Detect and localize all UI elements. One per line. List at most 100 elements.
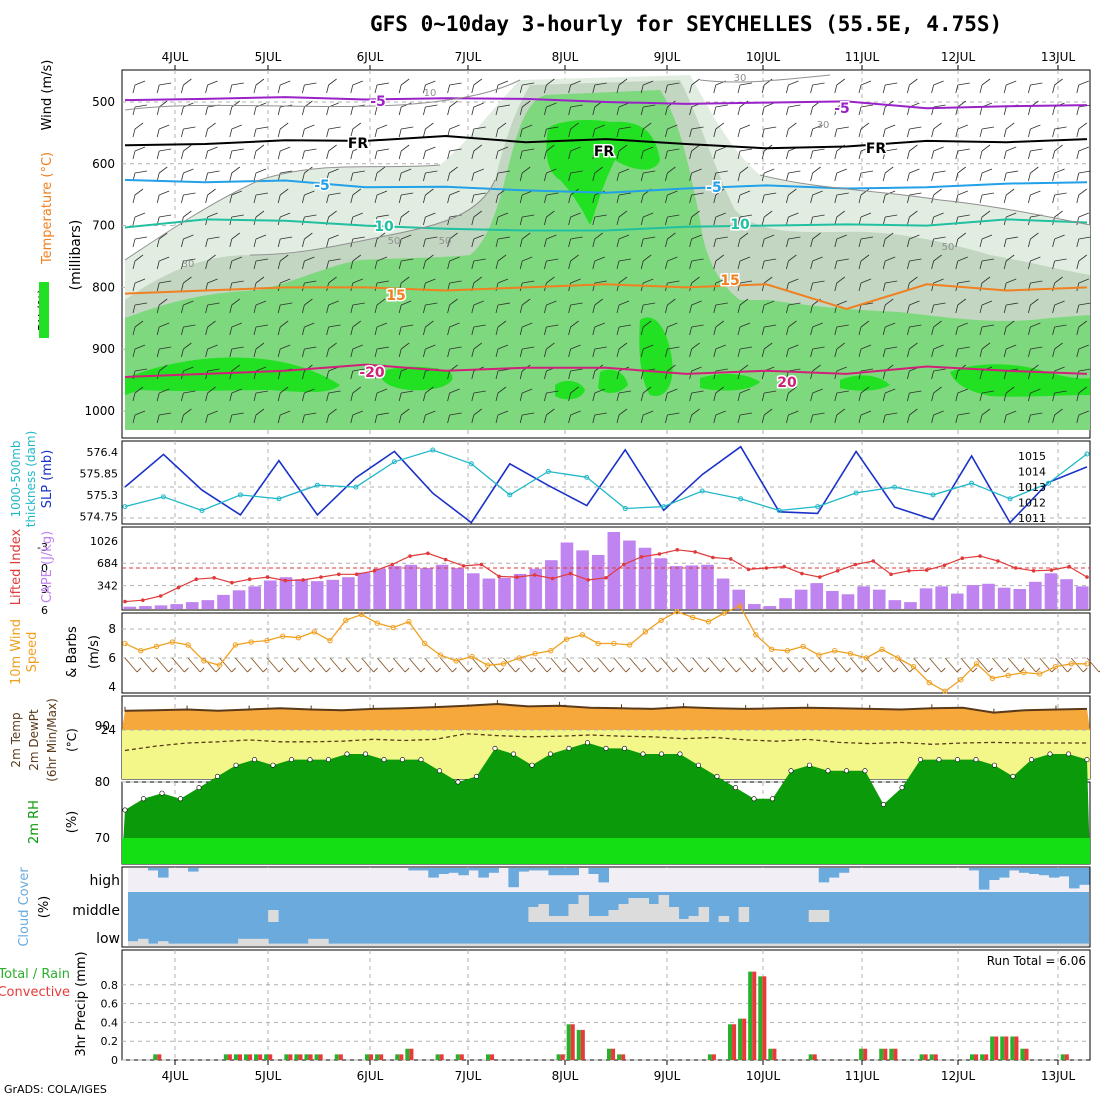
lifted-index-point: [639, 555, 644, 559]
rh2m-point: [806, 762, 812, 768]
wind-barb: [909, 342, 918, 350]
wind-barb: [885, 280, 898, 284]
thickness-point: [969, 480, 975, 486]
cloud-high-bar: [1038, 868, 1050, 876]
panel-label: (%): [37, 896, 52, 919]
wind-barb-flag: [302, 84, 305, 94]
cloud-low-gap: [998, 943, 1010, 946]
precip-total-bar: [254, 1054, 259, 1060]
wind-barb: [255, 210, 265, 218]
wind-barb: [909, 144, 918, 152]
cloud-low-gap: [148, 943, 159, 946]
cloud-low-gap: [568, 943, 579, 946]
wind-barb: [1005, 254, 1015, 262]
wind-barb-flag: [616, 370, 620, 380]
wind-barb-flag: [350, 348, 354, 358]
wind-barb: [304, 82, 317, 86]
wind-barb-flag: [229, 348, 233, 358]
precip-convective-bar: [560, 1054, 565, 1060]
panel-label: 3hr Precip (mm): [74, 951, 89, 1056]
wind10-barb-flag: [1067, 667, 1072, 673]
wind10-point: [721, 610, 727, 616]
wind-barb-flag: [955, 414, 959, 424]
cape-bar: [217, 594, 230, 609]
cloud-low-gap: [908, 943, 920, 946]
wind-barb-flag: [713, 172, 717, 182]
cape-bar: [841, 594, 855, 609]
wind-barb: [497, 236, 511, 240]
precip-convective-bar: [439, 1054, 444, 1060]
wind10-point: [153, 643, 160, 650]
wind-barb: [570, 302, 583, 306]
wind-barb-flag: [519, 260, 523, 270]
wind-barb-flag: [374, 128, 378, 138]
wind-barb-flag: [326, 106, 329, 116]
wind-barb-flag: [132, 128, 136, 138]
wind-barb-flag: [374, 216, 378, 226]
wind-barb-flag: [447, 194, 450, 204]
wind-barb-flag: [205, 216, 208, 226]
cape-bar: [279, 577, 293, 609]
thickness-point: [853, 490, 859, 496]
precip-total-bar: [304, 1054, 309, 1060]
cape-bar: [139, 606, 152, 609]
wind-barb-flag: [205, 238, 208, 248]
cape-bar: [701, 564, 714, 609]
lifted-index-point: [176, 585, 181, 590]
precip-total-bar: [859, 1048, 864, 1060]
cloud-mid-gap: [608, 910, 620, 922]
precip-total-bar: [576, 1029, 581, 1060]
wind-barb: [981, 210, 991, 218]
wind-barb-flag: [423, 84, 426, 94]
wind-barb-flag: [858, 260, 862, 270]
wind-barb-flag: [544, 172, 547, 182]
wind-barb-flag: [156, 304, 160, 314]
wind-barb-flag: [132, 392, 136, 402]
wind-barb: [957, 100, 967, 108]
cloud-low-gap: [678, 943, 690, 946]
wind-barb: [473, 210, 483, 218]
cloud-high-bar: [478, 868, 489, 878]
cloud-low-gap: [768, 943, 780, 946]
precip-convective-bar: [409, 1048, 414, 1060]
cloud-low-gap: [918, 943, 930, 946]
wind-barb-flag: [592, 106, 596, 116]
ua-y-tick: 600: [92, 157, 115, 171]
wind10-barb: [582, 657, 595, 673]
wind10-barb-flag: [262, 667, 268, 673]
wind-barb-flag: [592, 238, 596, 248]
cloud-high-bar: [1048, 868, 1060, 878]
cloud-low-gap: [298, 943, 309, 946]
wind-barb: [764, 234, 775, 240]
rh-legend-swatch: [39, 282, 49, 338]
cloud-low-gap: [488, 943, 499, 946]
wind-barb-flag: [471, 84, 475, 94]
wind-barb: [473, 324, 486, 328]
wind10-barb-flag: [609, 667, 615, 673]
wind-barb-flag: [229, 216, 233, 226]
wind-barb: [183, 144, 192, 152]
lifted-index-point: [301, 578, 305, 582]
wind-barb: [957, 388, 968, 394]
wind-barb-flag: [640, 106, 644, 116]
wind-barb-flag: [471, 238, 475, 248]
wind-barb-flag: [1003, 326, 1007, 336]
wind-barb-flag: [205, 370, 208, 380]
wind-barb-flag: [1052, 414, 1055, 424]
wind-barb: [352, 188, 362, 196]
cloud-low-gap: [1038, 943, 1050, 946]
temp-y-tick: 24: [101, 723, 116, 737]
wind-barb: [304, 256, 315, 262]
cape-bar: [1060, 579, 1073, 609]
cloud-y-tick: middle: [72, 903, 120, 919]
wind-barb-flag: [713, 304, 717, 314]
precip-convective-bar: [248, 1054, 253, 1060]
cape-bar: [872, 589, 886, 609]
wind-barb: [449, 280, 462, 284]
wind-barb: [1006, 170, 1019, 174]
cloud-low-gap: [898, 943, 910, 946]
precip-convective-bar: [157, 1054, 162, 1060]
wind-barb-flag: [423, 216, 426, 226]
wind-barb: [207, 212, 218, 218]
wind-barb: [449, 298, 458, 306]
